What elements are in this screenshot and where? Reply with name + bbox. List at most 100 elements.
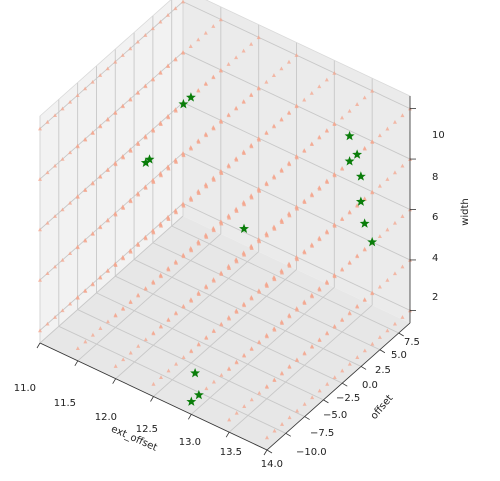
scatter-point-triangle <box>181 304 186 309</box>
scatter-point-triangle <box>234 360 239 365</box>
scatter-point-triangle <box>136 243 141 247</box>
scatter-point-triangle <box>83 86 88 91</box>
scatter-point-triangle <box>128 350 133 355</box>
scatter-point-triangle <box>166 217 171 221</box>
scatter-point-triangle <box>317 287 322 292</box>
scatter-point-triangle <box>257 289 262 294</box>
x-tick-mark <box>150 396 154 402</box>
scatter-point-triangle <box>166 267 171 272</box>
x-tick-mark <box>112 378 117 384</box>
scatter-point-triangle <box>219 272 224 276</box>
scatter-point-triangle <box>310 193 315 198</box>
scatter-point-triangle <box>332 375 337 380</box>
scatter-point-triangle <box>174 361 179 366</box>
y-gridline-floor <box>58 325 287 434</box>
scatter-point-triangle <box>68 99 73 104</box>
scatter-point-triangle <box>60 257 65 262</box>
scatter-point-triangle <box>295 257 300 262</box>
scatter-point-triangle <box>309 90 314 95</box>
scatter-point-triangle <box>90 131 95 135</box>
scatter-point-triangle <box>159 375 164 380</box>
scatter-point-triangle <box>166 64 171 69</box>
scatter-point-triangle <box>385 126 390 131</box>
scatter-point-triangle <box>68 301 73 306</box>
scatter-point-triangle <box>347 260 352 265</box>
scatter-point-triangle <box>242 151 247 155</box>
scatter-point-star <box>186 396 197 406</box>
scatter-point-triangle <box>151 331 156 336</box>
scatter-point-triangle <box>226 164 231 169</box>
scatter-point-triangle <box>265 233 269 238</box>
scatter-point-triangle <box>136 142 141 147</box>
scatter-point-triangle <box>53 214 58 218</box>
scatter-point-triangle <box>45 220 50 225</box>
data-points <box>38 0 412 440</box>
scatter-point-triangle <box>302 401 307 406</box>
scatter-point-triangle <box>158 122 163 126</box>
scatter-point-triangle <box>38 227 42 232</box>
scatter-point-triangle <box>45 271 50 276</box>
x-gridline-floor <box>39 215 184 344</box>
scatter-point-triangle <box>151 381 156 386</box>
scatter-point-triangle <box>151 230 156 235</box>
scatter-point-triangle <box>302 148 307 153</box>
y-tick-label: −7.5 <box>310 428 334 439</box>
scatter-point-triangle <box>181 50 186 55</box>
scatter-point-triangle <box>189 248 194 253</box>
x-tick-label: 12.5 <box>136 424 158 435</box>
scatter-point-triangle <box>151 281 156 285</box>
scatter-point-triangle <box>219 68 224 73</box>
scatter-point-triangle <box>38 277 42 282</box>
scatter-point-triangle <box>219 119 224 124</box>
scatter-point-triangle <box>189 146 194 151</box>
z-tick-label: 10 <box>432 130 445 141</box>
scatter-point-triangle <box>83 238 88 243</box>
scatter-point-triangle <box>370 88 375 93</box>
scatter-point-triangle <box>370 291 375 296</box>
scatter-point-triangle <box>325 230 330 235</box>
scatter-point-triangle <box>287 264 292 268</box>
scatter-point-triangle <box>347 311 352 316</box>
scatter-point-triangle <box>189 349 194 354</box>
scatter-point-triangle <box>174 160 179 164</box>
scatter-point-triangle <box>280 422 285 426</box>
scatter-point-triangle <box>265 384 269 389</box>
scatter-point-triangle <box>310 243 315 248</box>
scatter-point-triangle <box>211 278 216 283</box>
scatter-point-star <box>190 367 201 378</box>
scatter-point-triangle <box>392 220 397 225</box>
scatter-point-triangle <box>90 282 95 287</box>
scatter-point-triangle <box>249 195 254 200</box>
scatter-point-triangle <box>75 346 80 351</box>
scatter-point-triangle <box>121 206 126 210</box>
scatter-point-triangle <box>105 269 110 273</box>
scatter-point-triangle <box>355 254 360 259</box>
scatter-point-star <box>344 156 355 166</box>
y-tick-mark <box>342 382 348 387</box>
scatter-point-triangle <box>287 111 292 115</box>
scatter-point-triangle <box>249 296 254 301</box>
scatter-point-triangle <box>204 235 209 239</box>
scatter-point-triangle <box>287 415 292 420</box>
scatter-point-triangle <box>166 368 171 373</box>
scatter-point-triangle <box>203 82 208 86</box>
scatter-point-triangle <box>332 324 337 329</box>
scatter-point-triangle <box>265 334 269 339</box>
scatter-point-triangle <box>280 220 285 225</box>
axes-panes <box>40 0 410 450</box>
scatter-point-triangle <box>68 200 73 205</box>
scatter-point-triangle <box>332 173 337 178</box>
scatter-point-triangle <box>136 192 141 197</box>
scatter-point-triangle <box>294 53 299 57</box>
scatter-point-triangle <box>166 115 171 120</box>
scatter-point-triangle <box>385 177 390 181</box>
scatter-point-triangle <box>265 435 269 440</box>
y-tick-label: −5.0 <box>323 410 347 421</box>
scatter-point-star <box>144 154 155 164</box>
scatter-point-triangle <box>113 313 118 318</box>
scatter-point-triangle <box>400 113 405 118</box>
scatter-point-star <box>352 149 363 159</box>
scatter-point-triangle <box>355 203 360 208</box>
scatter-point-triangle <box>136 90 141 95</box>
scatter-point-triangle <box>90 231 95 236</box>
